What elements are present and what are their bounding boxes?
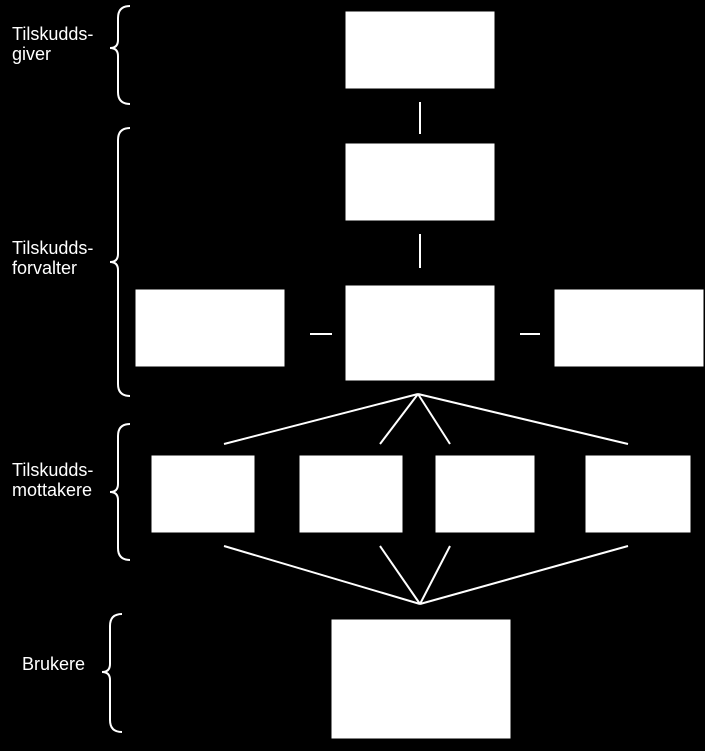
node-m2: [300, 456, 402, 532]
node-b1: [332, 620, 510, 738]
edge-m3-b1: [420, 546, 450, 604]
node-n3r: [555, 290, 703, 366]
bracket-mottakere: [110, 424, 130, 560]
group-label-mottakere: Tilskudds-mottakere: [12, 460, 93, 500]
bracket-giver: [110, 6, 130, 104]
node-m3: [436, 456, 534, 532]
bracket-brukere: [102, 614, 122, 732]
node-n1: [346, 12, 494, 88]
group-label-forvalter: Tilskudds-forvalter: [12, 238, 93, 278]
group-label-giver: Tilskudds-giver: [12, 24, 93, 64]
node-m4: [586, 456, 690, 532]
edge-m2-b1: [380, 546, 420, 604]
node-m1: [152, 456, 254, 532]
edge-m4-b1: [420, 546, 628, 604]
bracket-forvalter: [110, 128, 130, 396]
node-n3l: [136, 290, 284, 366]
groups-layer: Tilskudds-giver Tilskudds-forvalter Tilsku…: [12, 6, 130, 732]
node-n3: [346, 286, 494, 380]
node-n2: [346, 144, 494, 220]
group-label-brukere: Brukere: [22, 654, 85, 674]
edge-n3-m1: [224, 394, 418, 444]
edge-n3-m4: [418, 394, 628, 444]
diagram-canvas: Tilskudds-giver Tilskudds-forvalter Tilsku…: [0, 0, 705, 751]
edge-m1-b1: [224, 546, 420, 604]
